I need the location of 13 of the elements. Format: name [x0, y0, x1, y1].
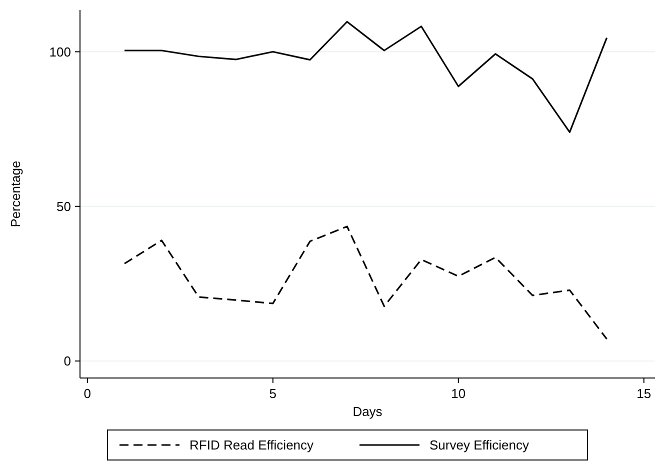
x-axis-title: Days	[352, 404, 383, 419]
line-series	[124, 20, 608, 133]
legend-label: Survey Efficiency	[430, 438, 530, 453]
legend-label: RFID Read Efficiency	[190, 438, 314, 453]
y-tick-label: 50	[56, 198, 71, 214]
x-tick-label: 15	[636, 386, 652, 401]
y-tick-label: 0	[64, 354, 71, 369]
x-tick-label: 0	[84, 386, 92, 401]
x-tick-label: 10	[451, 386, 466, 401]
y-axis-title: Percentage	[8, 160, 23, 228]
line-series	[124, 226, 608, 340]
x-tick-label: 5	[269, 386, 277, 401]
y-tick-label: 100	[49, 44, 71, 60]
